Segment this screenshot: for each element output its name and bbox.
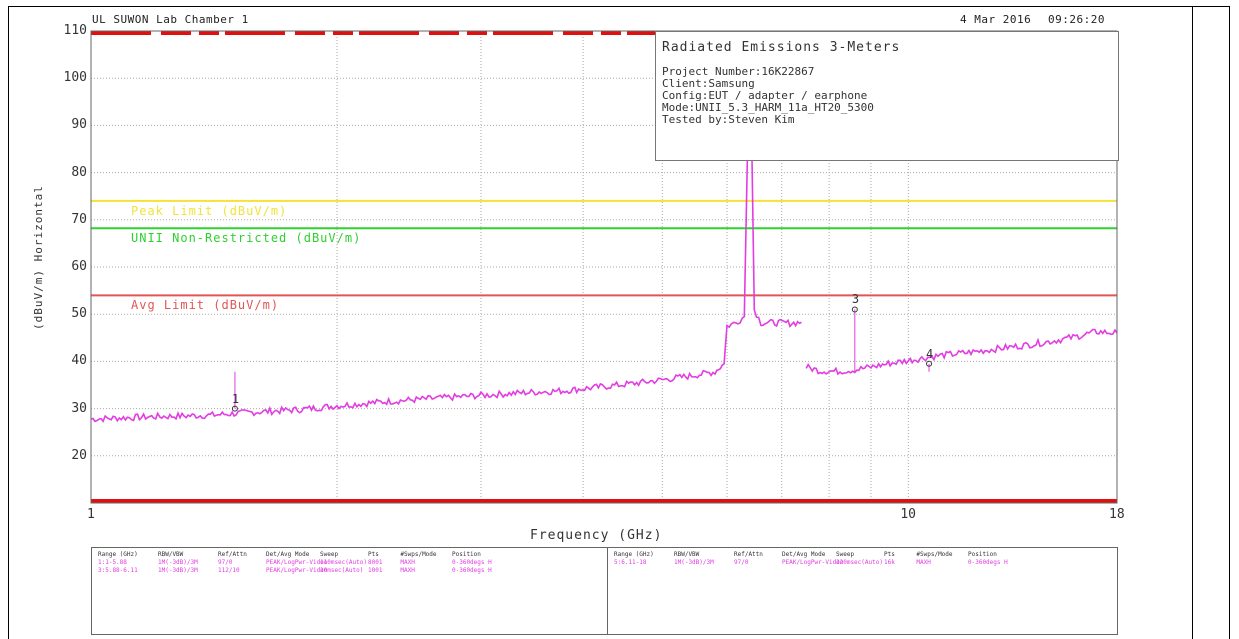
settings-cell: 1M(-3dB)/3M xyxy=(158,559,198,566)
settings-cell: 0-360degs H xyxy=(968,559,1008,566)
settings-header: Sweep xyxy=(836,551,855,558)
settings-cell: 30msec(Auto) xyxy=(320,567,364,574)
y-axis-label: (dBuV/m) Horizontal xyxy=(32,185,45,330)
y-tick-label: 70 xyxy=(71,211,87,227)
marker-label: 1 xyxy=(231,391,240,406)
x-tick-label: 18 xyxy=(1109,507,1125,522)
y-tick-label: 60 xyxy=(71,259,87,274)
settings-cell: 1M(-3dB)/3M xyxy=(674,559,714,566)
settings-header: Position xyxy=(452,551,481,558)
settings-cell: 320msec(Auto) xyxy=(836,559,883,566)
limit-label: Avg Limit (dBuV/m) xyxy=(131,298,280,313)
settings-header: Ref/Attn xyxy=(734,551,763,558)
report-time: 09:26:20 xyxy=(1048,13,1105,26)
settings-header: Pts xyxy=(884,551,895,558)
settings-cell: PEAK/LogPwr-Video xyxy=(782,559,844,566)
limit-label: Peak Limit (dBuV/m) xyxy=(131,203,288,218)
marker-lines xyxy=(231,306,933,412)
limit-label: UNII Non-Restricted (dBuV/m) xyxy=(131,231,362,246)
settings-cell: 0-360degs H xyxy=(452,559,492,566)
x-tick-label: 10 xyxy=(900,507,916,522)
settings-header: Sweep xyxy=(320,551,339,558)
settings-header: Range (GHz) xyxy=(98,551,138,558)
y-tick-label: 100 xyxy=(63,70,87,86)
settings-cell: PEAK/LogPwr-Video xyxy=(266,559,328,566)
settings-cell: 8001 xyxy=(368,559,383,566)
marker-point xyxy=(851,306,858,313)
settings-header: Position xyxy=(968,551,997,558)
settings-cell: 110msec(Auto) xyxy=(320,559,367,566)
x-axis-label: Frequency (GHz) xyxy=(530,528,663,543)
report-frame xyxy=(8,6,1230,639)
limit-lines xyxy=(91,199,1117,297)
settings-cell: 1:1-5.88 xyxy=(98,559,127,566)
emission-trace xyxy=(90,30,802,423)
settings-header: #Swps/Mode xyxy=(916,551,953,558)
settings-header: Det/Avg Mode xyxy=(782,551,826,558)
settings-cell: 112/10 xyxy=(218,567,240,574)
settings-cell: MAXH xyxy=(916,559,931,566)
info-tester: Tested by:Steven Kim xyxy=(662,113,795,126)
x-tick-label: 1 xyxy=(87,507,95,522)
frame-divider xyxy=(1192,6,1193,639)
settings-cell: 5:6.11-18 xyxy=(614,559,647,566)
settings-header: Det/Avg Mode xyxy=(266,551,310,558)
settings-cell: PEAK/LogPwr-Video xyxy=(266,567,328,574)
settings-divider xyxy=(607,548,608,634)
y-tick-label: 20 xyxy=(71,447,87,463)
info-config: Config:EUT / adapter / earphone xyxy=(662,89,868,102)
settings-header: RBW/VBW xyxy=(158,551,184,558)
report-date: 4 Mar 2016 xyxy=(960,13,1032,26)
y-tick-label: 40 xyxy=(71,353,87,369)
settings-cell: 97/0 xyxy=(734,559,749,566)
info-project: Project Number:16K22867 xyxy=(662,65,815,78)
lab-title: UL SUWON Lab Chamber 1 xyxy=(92,13,249,26)
settings-cell: 1001 xyxy=(368,567,383,574)
marker-label: 4 xyxy=(926,346,934,361)
y-tick-label: 80 xyxy=(71,164,87,180)
settings-header: RBW/VBW xyxy=(674,551,700,558)
settings-cell: 16k xyxy=(884,559,895,566)
y-tick-label: 50 xyxy=(71,306,87,322)
settings-cell: 3:5.88-6.11 xyxy=(98,567,138,574)
settings-table: Range (GHz) RBW/VBW Ref/Attn Det/Avg Mode Sw… xyxy=(91,547,1118,635)
emission-trace xyxy=(805,328,1118,376)
settings-header: Range (GHz) xyxy=(614,551,654,558)
settings-cell: 97/0 xyxy=(218,559,233,566)
y-tick-label: 110 xyxy=(63,23,87,38)
settings-header: Ref/Attn xyxy=(218,551,247,558)
settings-cell: MAXH xyxy=(400,567,415,574)
info-title: Radiated Emissions 3-Meters xyxy=(662,40,901,55)
y-tick-label: 30 xyxy=(71,400,87,416)
info-mode: Mode:UNII_5.3_HARM_11a_HT20_5300 xyxy=(662,101,874,114)
y-tick-label: 90 xyxy=(71,117,87,133)
settings-header: Pts xyxy=(368,551,379,558)
settings-header: #Swps/Mode xyxy=(400,551,437,558)
settings-cell: 1M(-3dB)/3M xyxy=(158,567,198,574)
plot-border xyxy=(90,30,1118,504)
marker-label: 3 xyxy=(851,292,860,307)
info-box: Radiated Emissions 3-Meters Project Numb… xyxy=(655,31,1119,161)
marker-point xyxy=(231,405,238,412)
settings-cell: MAXH xyxy=(400,559,415,566)
info-client: Client:Samsung xyxy=(662,77,755,90)
marker-point xyxy=(926,360,933,367)
settings-cell: 0-360degs H xyxy=(452,567,492,574)
emission-traces xyxy=(90,30,1118,423)
